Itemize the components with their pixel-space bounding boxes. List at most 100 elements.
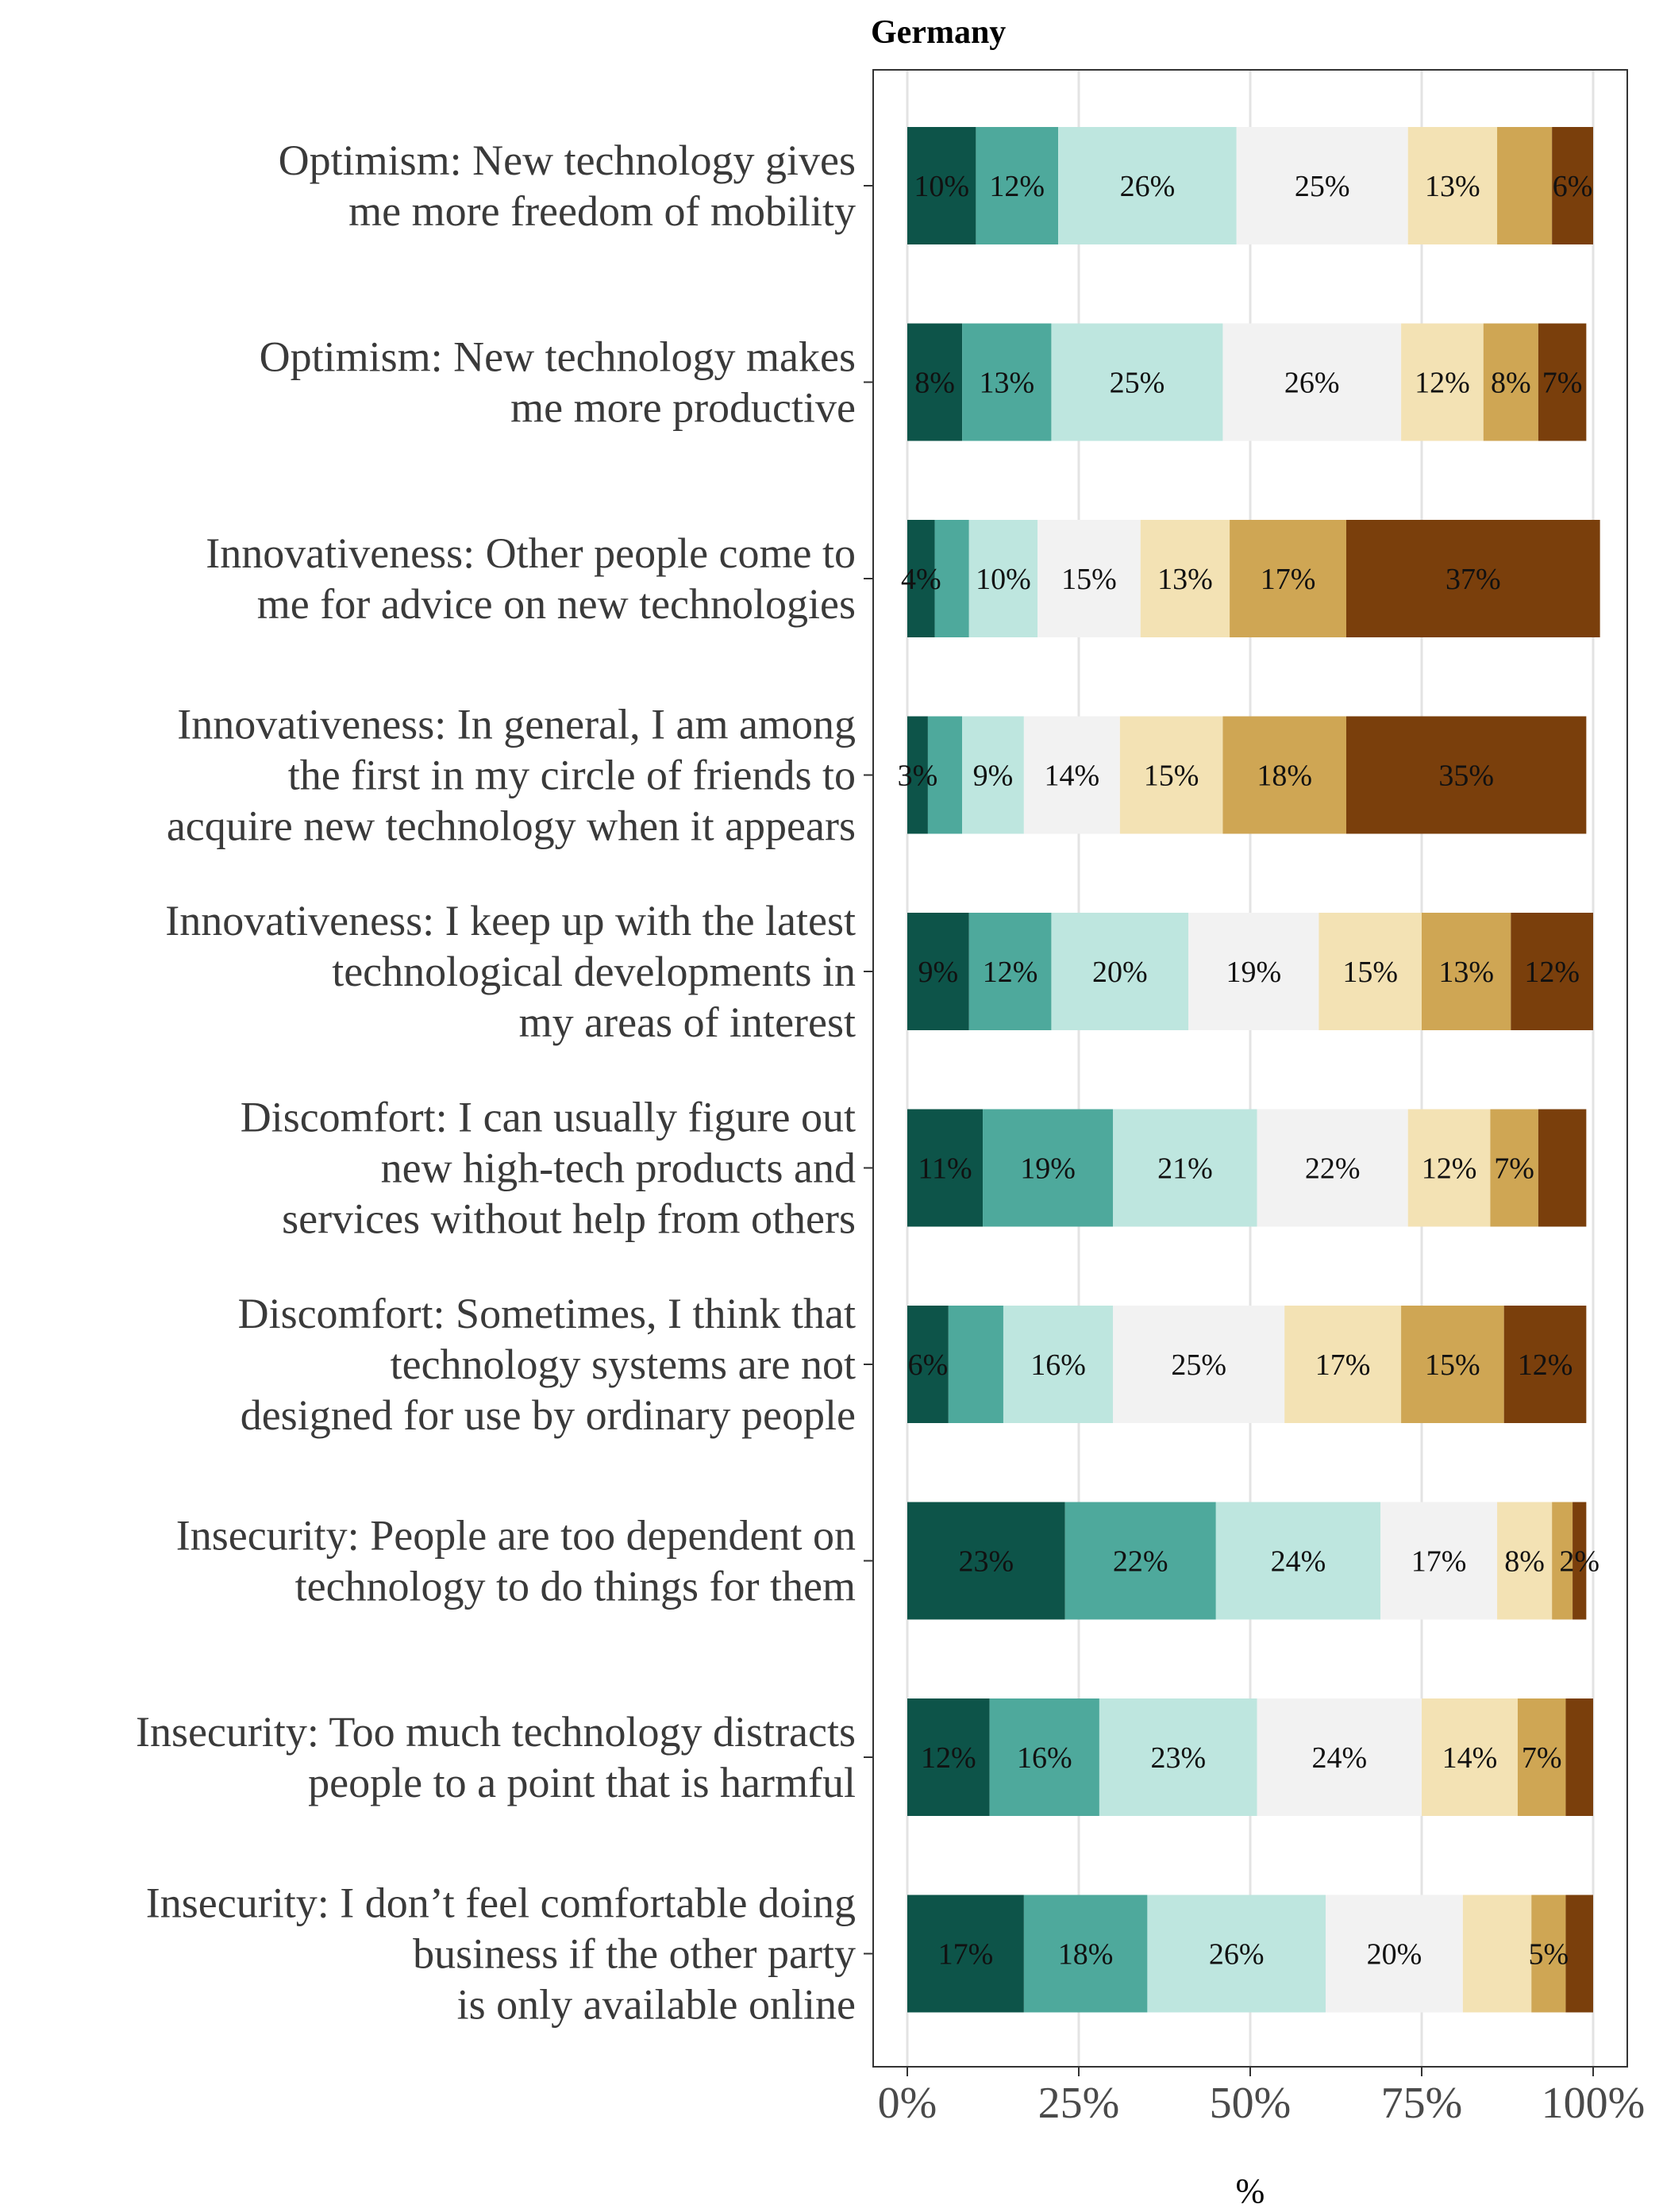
segment-label: 12%: [1524, 956, 1580, 989]
bar-segment: [968, 913, 1052, 1030]
segment-label: 11%: [918, 1152, 972, 1186]
segment-label: 24%: [1271, 1545, 1326, 1579]
bar-segment: [1345, 520, 1600, 637]
segment-label: 25%: [1171, 1348, 1226, 1382]
bar-segment: [1140, 520, 1230, 637]
segment-label: 19%: [1020, 1152, 1076, 1186]
bar-segment: [907, 1895, 1024, 2013]
category-label: Insecurity: Too much technology distract…: [136, 1708, 856, 1806]
bar-segment: [927, 716, 963, 834]
bar-segment: [1230, 520, 1346, 637]
bar-segment: [1531, 1895, 1566, 2013]
bar-segment: [968, 520, 1038, 637]
bar-segment: [907, 323, 963, 441]
segment-label: 12%: [989, 170, 1045, 203]
bar-segment: [1023, 1895, 1148, 2013]
segment-label: 12%: [921, 1741, 976, 1775]
bar-segment: [1215, 1502, 1381, 1620]
segment-label: 37%: [1446, 563, 1501, 596]
segment-label: 23%: [1150, 1741, 1206, 1775]
segment-label: 26%: [1209, 1938, 1265, 1972]
bar-segment: [1503, 1306, 1587, 1423]
segment-label: 15%: [1425, 1348, 1480, 1382]
bar-segment: [1573, 1502, 1587, 1620]
segment-label: 25%: [1110, 367, 1165, 400]
bar-segment: [907, 716, 928, 834]
segment-label: 21%: [1157, 1152, 1213, 1186]
segment-label: 13%: [1425, 170, 1480, 203]
bar-segment: [1490, 1109, 1538, 1227]
segment-label: 17%: [1411, 1545, 1467, 1579]
bar-segment: [962, 323, 1052, 441]
segment-label: 35%: [1438, 760, 1494, 793]
segment-label: 12%: [1422, 1152, 1477, 1186]
bar-segment: [934, 520, 969, 637]
segment-label: 7%: [1494, 1152, 1534, 1186]
segment-label: 26%: [1284, 367, 1340, 400]
bar-segment: [1407, 127, 1498, 244]
segment-label: 9%: [973, 760, 1014, 793]
segment-label: 3%: [898, 760, 938, 793]
segment-label: 6%: [1553, 170, 1593, 203]
bar-segment: [1058, 127, 1237, 244]
segment-label: 13%: [1157, 563, 1213, 596]
x-axis-ticks: 0% 25% 50% 75% 100%: [878, 2067, 1646, 2128]
bars: [907, 127, 1600, 2013]
segment-label: 16%: [1017, 1741, 1072, 1775]
segment-label: 12%: [1415, 367, 1470, 400]
bar-segment: [1051, 323, 1223, 441]
bar-segment: [1051, 913, 1189, 1030]
x-tick-label: 100%: [1542, 2079, 1646, 2128]
x-tick-label: 0%: [878, 2079, 937, 2128]
bar-segment: [1538, 1109, 1587, 1227]
bar-segment: [1538, 323, 1587, 441]
segment-label: 18%: [1058, 1938, 1114, 1972]
segment-label: 13%: [979, 367, 1034, 400]
bar-segment: [1517, 1698, 1566, 1816]
segment-label: 15%: [1342, 956, 1398, 989]
segment-label: 12%: [1518, 1348, 1573, 1382]
bar-segment: [1401, 323, 1484, 441]
bar-segment: [948, 1306, 1003, 1423]
bar-segment: [1222, 323, 1402, 441]
x-tick-label: 75%: [1381, 2079, 1463, 2128]
bar-segment: [1345, 716, 1587, 834]
segment-label: 9%: [918, 956, 959, 989]
bar-segment: [907, 913, 969, 1030]
segment-label: 25%: [1295, 170, 1350, 203]
bar-segment: [983, 1109, 1114, 1227]
bar-segment: [1552, 1502, 1573, 1620]
bar-segment: [907, 1109, 984, 1227]
segment-label: 5%: [1529, 1938, 1569, 1972]
bar-segment: [907, 520, 935, 637]
bar-segment: [1511, 913, 1593, 1030]
bar-segment: [907, 1698, 990, 1816]
segment-label: 13%: [1438, 956, 1494, 989]
segment-label: 22%: [1305, 1152, 1361, 1186]
segment-label: 12%: [983, 956, 1038, 989]
bar-segment: [1113, 1109, 1257, 1227]
bar-segment: [1407, 1109, 1491, 1227]
category-label: Insecurity: People are too dependent on t…: [176, 1512, 856, 1610]
bar-segment: [976, 127, 1059, 244]
segment-label: 17%: [938, 1938, 994, 1972]
bar-segment: [1064, 1502, 1216, 1620]
bar-segment: [1003, 1306, 1114, 1423]
segment-labels: 10% 12% 26% 25% 13% 6% 8% 13% 25% 26% 12% 8% 7% 4% 10%…: [898, 170, 1599, 1972]
x-tick-label: 50%: [1210, 2079, 1292, 2128]
segment-label: 16%: [1030, 1348, 1086, 1382]
bar-segment: [1552, 127, 1593, 244]
segment-label: 15%: [1061, 563, 1117, 596]
bar-segment: [907, 1502, 1065, 1620]
category-label: Innovativeness: In general, I am among th…: [167, 701, 856, 850]
bar-segment: [962, 716, 1024, 834]
bar-segment: [1422, 1698, 1518, 1816]
bar-segment: [1119, 716, 1223, 834]
segment-label: 14%: [1045, 760, 1100, 793]
bar-segment: [1099, 1698, 1257, 1816]
category-label: Innovativeness: I keep up with the lates…: [165, 897, 856, 1046]
category-label: Discomfort: Sometimes, I think that techn…: [238, 1290, 856, 1439]
bar-segment: [1565, 1895, 1593, 2013]
segment-label: 8%: [914, 367, 955, 400]
